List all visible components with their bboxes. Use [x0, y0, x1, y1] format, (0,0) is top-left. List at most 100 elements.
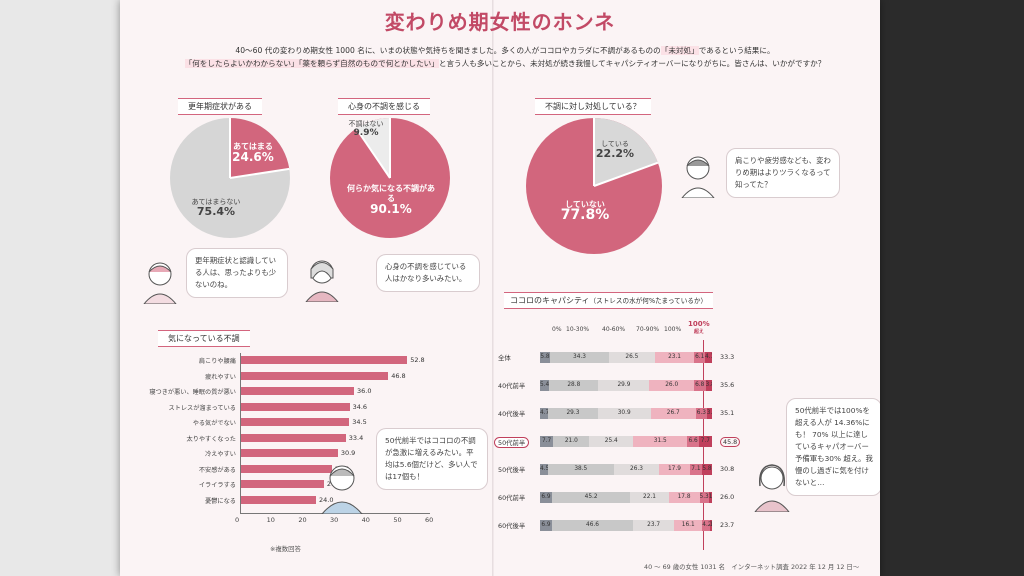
capacity-comment-bubble: 50代前半では100%を超える人が 14.36%にも！ 70% 以上に達している…	[786, 398, 880, 496]
background-left	[0, 0, 120, 576]
intro-line2-b: と言う人も多いことから、未対処が続き我慢してキャパシティオーバーになりがちに。皆…	[438, 59, 826, 68]
capacity-segment: 7.7	[540, 436, 554, 447]
symptom-value-label: 30.9	[340, 449, 356, 457]
pie2-tag: 心身の不調を感じる	[338, 98, 430, 115]
woman-avatar-icon	[681, 156, 715, 198]
x-tick-label: 0	[235, 516, 240, 524]
pie2-no-value: 9.9%	[353, 128, 379, 138]
capacity-chart-subtitle: （ストレスの水が何%たまっているか）	[589, 297, 708, 305]
capacity-column-header: 70-90%	[636, 326, 660, 333]
pie2-comment-bubble: 心身の不調を感じている人はかなり多いみたい。	[376, 254, 480, 292]
capacity-segment: 30.9	[597, 408, 651, 419]
pie3-no-label: していない	[565, 200, 605, 209]
intro-line2-highlight: 「何をしたらよいかわからない」「薬を頼らず自然のもので何とかしたい」	[184, 59, 439, 68]
capacity-segment: 21.0	[553, 436, 590, 447]
pie1-yes-group: あてはまる 24.6%	[228, 142, 278, 163]
symptom-label: やる気がでない	[192, 420, 236, 427]
symptom-bar	[240, 387, 354, 395]
over-100-label: 100%	[688, 320, 710, 328]
symptom-bar	[240, 449, 338, 457]
capacity-segment: 23.7	[633, 520, 675, 531]
woman-avatar-icon	[754, 464, 790, 512]
pie2-yes-value: 90.1%	[370, 202, 412, 216]
capacity-segment: 26.3	[613, 464, 660, 475]
x-tick-label: 60	[425, 516, 434, 524]
pie2-no-label: 不調はない	[348, 120, 384, 128]
capacity-segment: 1.4	[709, 520, 712, 531]
capacity-row-label: 60代前半	[498, 494, 526, 502]
woman-avatar-icon	[305, 260, 339, 302]
symptom-value-label: 46.8	[391, 371, 406, 380]
pie2-yes-label: 何らか気になる不調がある	[347, 184, 435, 203]
capacity-column-header: 100%	[664, 326, 682, 333]
capacity-row-label: 全体	[498, 354, 511, 362]
capacity-segment: 23.1	[654, 352, 695, 363]
y-axis-line	[240, 353, 241, 513]
intro-line1-a: 40～60 代の変わりめ期女性 1000 名に、いまの状態や気持ちを聞きました。…	[235, 46, 661, 55]
pie1-tag: 更年期症状がある	[178, 98, 262, 115]
x-tick-label: 20	[298, 516, 307, 524]
capacity-segment: 45.2	[551, 492, 631, 503]
brochure-spread: 変わりめ期女性のホンネ 40～60 代の変わりめ期女性 1000 名に、いまの状…	[120, 0, 880, 576]
symptoms-comment-bubble: 50代前半ではココロの不調が急激に増えるみたい。平均は5.6個だけど、多い人では…	[376, 428, 488, 490]
capacity-segment: 6.9	[540, 520, 552, 531]
pie3-yes-group: している 22.2%	[590, 140, 640, 159]
pie1-no-group: あてはまらない 75.4%	[186, 198, 246, 217]
intro-line1-highlight: 「未対処」	[660, 46, 699, 55]
capacity-side-value: 35.1	[720, 409, 735, 417]
symptom-label: 寝つきが悪い、睡眠の質が悪い	[149, 389, 236, 396]
capacity-column-header: 0%	[552, 326, 562, 333]
capacity-segment: 16.1	[674, 520, 703, 531]
symptom-label: 冷えやすい	[205, 451, 236, 458]
capacity-segment: 38.5	[547, 464, 614, 475]
pie1-chart	[170, 118, 290, 238]
x-tick-label: 30	[330, 516, 339, 524]
pie1-no-label: あてはまらない	[191, 198, 241, 206]
capacity-column-header: 10-30%	[566, 326, 590, 333]
capacity-row-label: 50代後半	[498, 466, 526, 474]
symptoms-chart-note: ※複数回答	[270, 545, 301, 553]
pie3-yes-label: している	[601, 140, 629, 148]
capacity-row-label: 60代後半	[498, 522, 526, 530]
x-tick-label: 40	[361, 516, 370, 524]
capacity-segment: 6.8	[693, 380, 706, 391]
capacity-side-value: 23.7	[720, 521, 735, 529]
symptom-bar	[240, 433, 346, 442]
symptom-bar	[240, 418, 350, 426]
symptom-value-label: 33.4	[348, 433, 364, 442]
pie1-yes-label: あてはまる	[233, 142, 273, 151]
pie3-slice-yes	[594, 118, 658, 186]
capacity-segment: 17.9	[659, 464, 690, 475]
symptom-label: 太りやすくなった	[186, 435, 237, 443]
capacity-segment: 1.9	[708, 492, 712, 503]
capacity-segment: 25.4	[589, 436, 634, 447]
capacity-segment: 6.6	[687, 436, 699, 447]
capacity-column-header: 40-60%	[602, 326, 626, 333]
capacity-segment: 7.7	[698, 436, 712, 447]
capacity-segment: 5.8	[540, 352, 550, 363]
pie1-comment-bubble: 更年期症状と認識している人は、思ったよりも少ないのね。	[186, 248, 288, 298]
capacity-segment: 26.7	[650, 408, 696, 419]
page-title: 変わりめ期女性のホンネ	[384, 10, 616, 34]
intro-line1-b: であるという結果に。	[698, 46, 775, 55]
capacity-segment: 6.1	[694, 352, 705, 363]
capacity-row-label: 50代前半	[494, 437, 530, 448]
x-tick-label: 50	[393, 516, 402, 524]
capacity-segment: 6.3	[695, 408, 707, 419]
pie3-tag: 不調に対し対処している？	[535, 98, 651, 115]
pie3-no-value: 77.8%	[560, 207, 610, 223]
capacity-stacked-chart: 0% 10-30% 40-60% 70-90% 100% 100% 超え 全体 5.8 34.3 2…	[492, 318, 742, 550]
pie2-yes-group: 何らか気になる不調がある 90.1%	[346, 184, 436, 216]
capacity-segment: 6.9	[540, 492, 552, 503]
capacity-segment: 22.1	[630, 492, 669, 503]
capacity-chart-title-group: ココロのキャパシティ（ストレスの水が何%たまっているか）	[504, 292, 714, 309]
capacity-side-value: 30.8	[720, 465, 735, 473]
symptom-label: ストレスが溜まっている	[168, 404, 236, 412]
capacity-chart-title: ココロのキャパシティ	[510, 296, 590, 305]
capacity-side-value: 33.3	[720, 353, 735, 361]
capacity-segment: 28.8	[549, 380, 599, 391]
symptoms-bar-chart: 肩こりや腰痛 52.8 疲れやすい 46.8 寝つきが悪い、睡眠の質が悪い 36.0 ストレ…	[120, 352, 480, 552]
symptom-value-label: 34.5	[352, 418, 367, 426]
symptom-bar	[240, 356, 408, 364]
pie3-chart	[526, 118, 662, 254]
